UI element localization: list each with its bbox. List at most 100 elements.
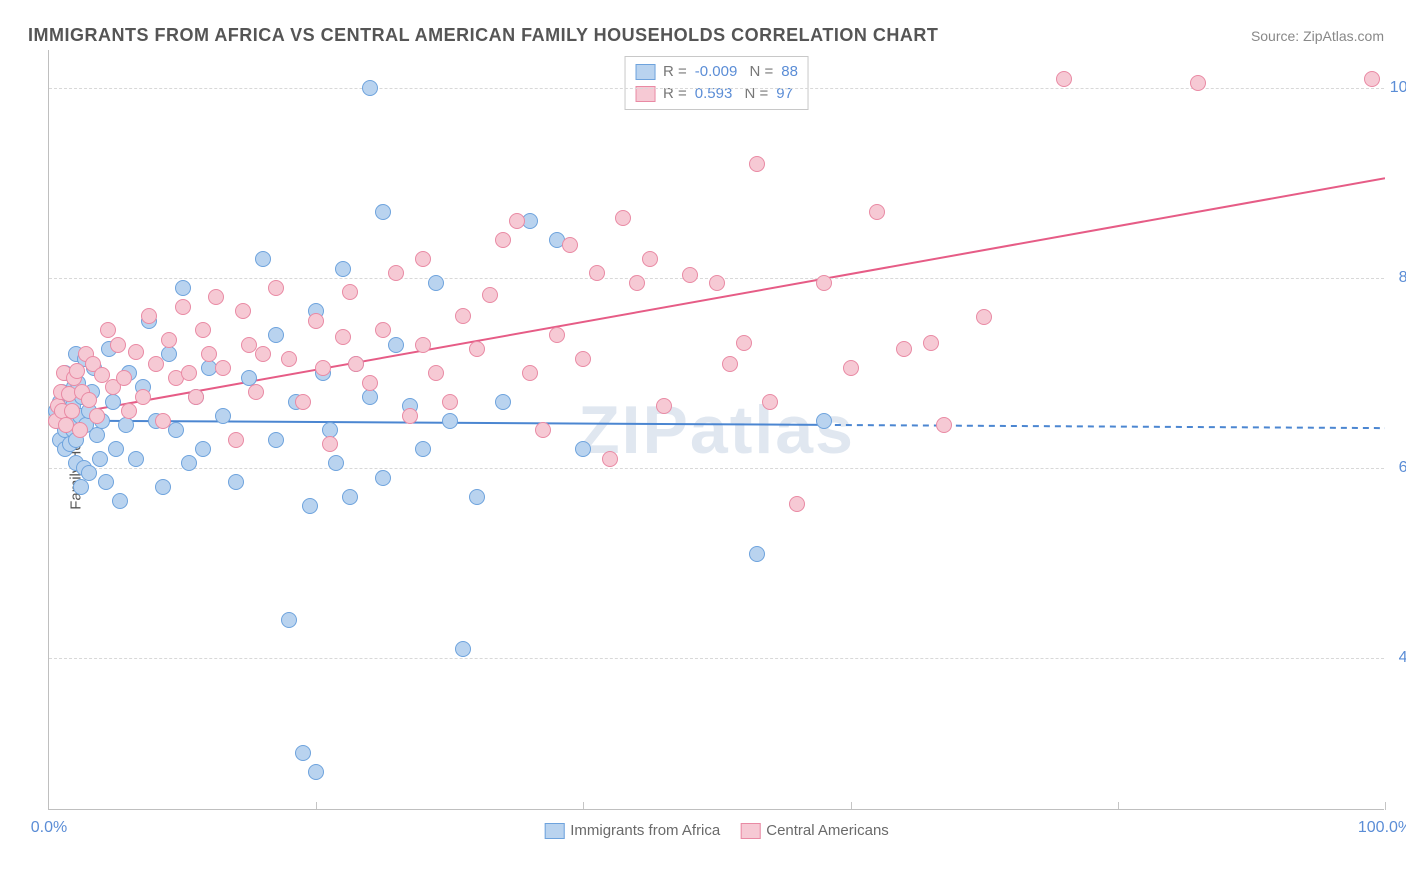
scatter-point — [228, 474, 244, 490]
scatter-point — [749, 546, 765, 562]
scatter-point — [315, 360, 331, 376]
scatter-point — [89, 427, 105, 443]
scatter-point — [105, 394, 121, 410]
scatter-point — [255, 251, 271, 267]
scatter-point — [936, 417, 952, 433]
scatter-point — [615, 210, 631, 226]
swatch-icon — [740, 823, 760, 839]
scatter-point — [121, 403, 137, 419]
scatter-point — [215, 408, 231, 424]
scatter-point — [415, 337, 431, 353]
scatter-point — [375, 470, 391, 486]
y-tick-label: 60.0% — [1389, 459, 1406, 477]
scatter-point — [428, 365, 444, 381]
series-legend: Immigrants from Africa Central Americans — [544, 822, 889, 839]
scatter-point — [168, 422, 184, 438]
scatter-point — [549, 327, 565, 343]
scatter-point — [268, 280, 284, 296]
gridline-h — [49, 658, 1384, 659]
scatter-point — [64, 403, 80, 419]
scatter-point — [195, 441, 211, 457]
scatter-point — [589, 265, 605, 281]
scatter-point — [415, 251, 431, 267]
scatter-point — [375, 322, 391, 338]
legend-label: Central Americans — [766, 822, 889, 839]
scatter-point — [322, 436, 338, 452]
scatter-point — [362, 389, 378, 405]
scatter-point — [98, 474, 114, 490]
legend-item: Central Americans — [740, 822, 889, 839]
scatter-point — [442, 394, 458, 410]
scatter-point — [562, 237, 578, 253]
scatter-point — [442, 413, 458, 429]
y-tick-label: 100.0% — [1389, 79, 1406, 97]
scatter-point — [195, 322, 211, 338]
scatter-point — [575, 441, 591, 457]
scatter-point — [1056, 71, 1072, 87]
scatter-point — [1190, 75, 1206, 91]
gridline-v — [1385, 802, 1386, 810]
source-label: Source: ZipAtlas.com — [1251, 28, 1384, 44]
scatter-point — [656, 398, 672, 414]
scatter-point — [736, 335, 752, 351]
legend-label: Immigrants from Africa — [570, 822, 720, 839]
scatter-point — [1364, 71, 1380, 87]
y-tick-label: 40.0% — [1389, 649, 1406, 667]
scatter-point — [482, 287, 498, 303]
correlation-legend: R = -0.009 N = 88 R = 0.593 N = 97 — [624, 56, 809, 110]
scatter-point — [112, 493, 128, 509]
legend-row-africa: R = -0.009 N = 88 — [635, 61, 798, 83]
scatter-point — [308, 764, 324, 780]
gridline-h — [49, 468, 1384, 469]
scatter-point — [228, 432, 244, 448]
scatter-point — [255, 346, 271, 362]
scatter-point — [402, 408, 418, 424]
scatter-point — [128, 344, 144, 360]
scatter-point — [73, 479, 89, 495]
swatch-icon — [635, 64, 655, 80]
scatter-point — [455, 641, 471, 657]
scatter-point — [495, 394, 511, 410]
scatter-point — [816, 275, 832, 291]
gridline-h — [49, 88, 1384, 89]
scatter-plot: ZIPatlas R = -0.009 N = 88 R = 0.593 N =… — [48, 50, 1384, 810]
scatter-point — [843, 360, 859, 376]
scatter-point — [281, 612, 297, 628]
scatter-point — [535, 422, 551, 438]
scatter-point — [268, 327, 284, 343]
scatter-point — [155, 479, 171, 495]
scatter-point — [135, 389, 151, 405]
scatter-point — [81, 392, 97, 408]
scatter-point — [869, 204, 885, 220]
scatter-point — [362, 375, 378, 391]
scatter-point — [428, 275, 444, 291]
scatter-point — [69, 363, 85, 379]
scatter-point — [762, 394, 778, 410]
scatter-point — [923, 335, 939, 351]
scatter-point — [92, 451, 108, 467]
legend-item: Immigrants from Africa — [544, 822, 720, 839]
scatter-point — [175, 299, 191, 315]
scatter-point — [335, 261, 351, 277]
scatter-point — [896, 341, 912, 357]
scatter-point — [335, 329, 351, 345]
swatch-icon — [544, 823, 564, 839]
scatter-point — [235, 303, 251, 319]
x-tick-label: 0.0% — [31, 819, 67, 837]
scatter-point — [141, 308, 157, 324]
trend-lines — [49, 50, 1385, 810]
scatter-point — [629, 275, 645, 291]
scatter-point — [302, 498, 318, 514]
scatter-point — [509, 213, 525, 229]
scatter-point — [642, 251, 658, 267]
gridline-v — [1118, 802, 1119, 810]
scatter-point — [575, 351, 591, 367]
scatter-point — [469, 489, 485, 505]
scatter-point — [89, 408, 105, 424]
scatter-point — [118, 417, 134, 433]
scatter-point — [342, 284, 358, 300]
scatter-point — [469, 341, 485, 357]
scatter-point — [816, 413, 832, 429]
scatter-point — [375, 204, 391, 220]
scatter-point — [108, 441, 124, 457]
